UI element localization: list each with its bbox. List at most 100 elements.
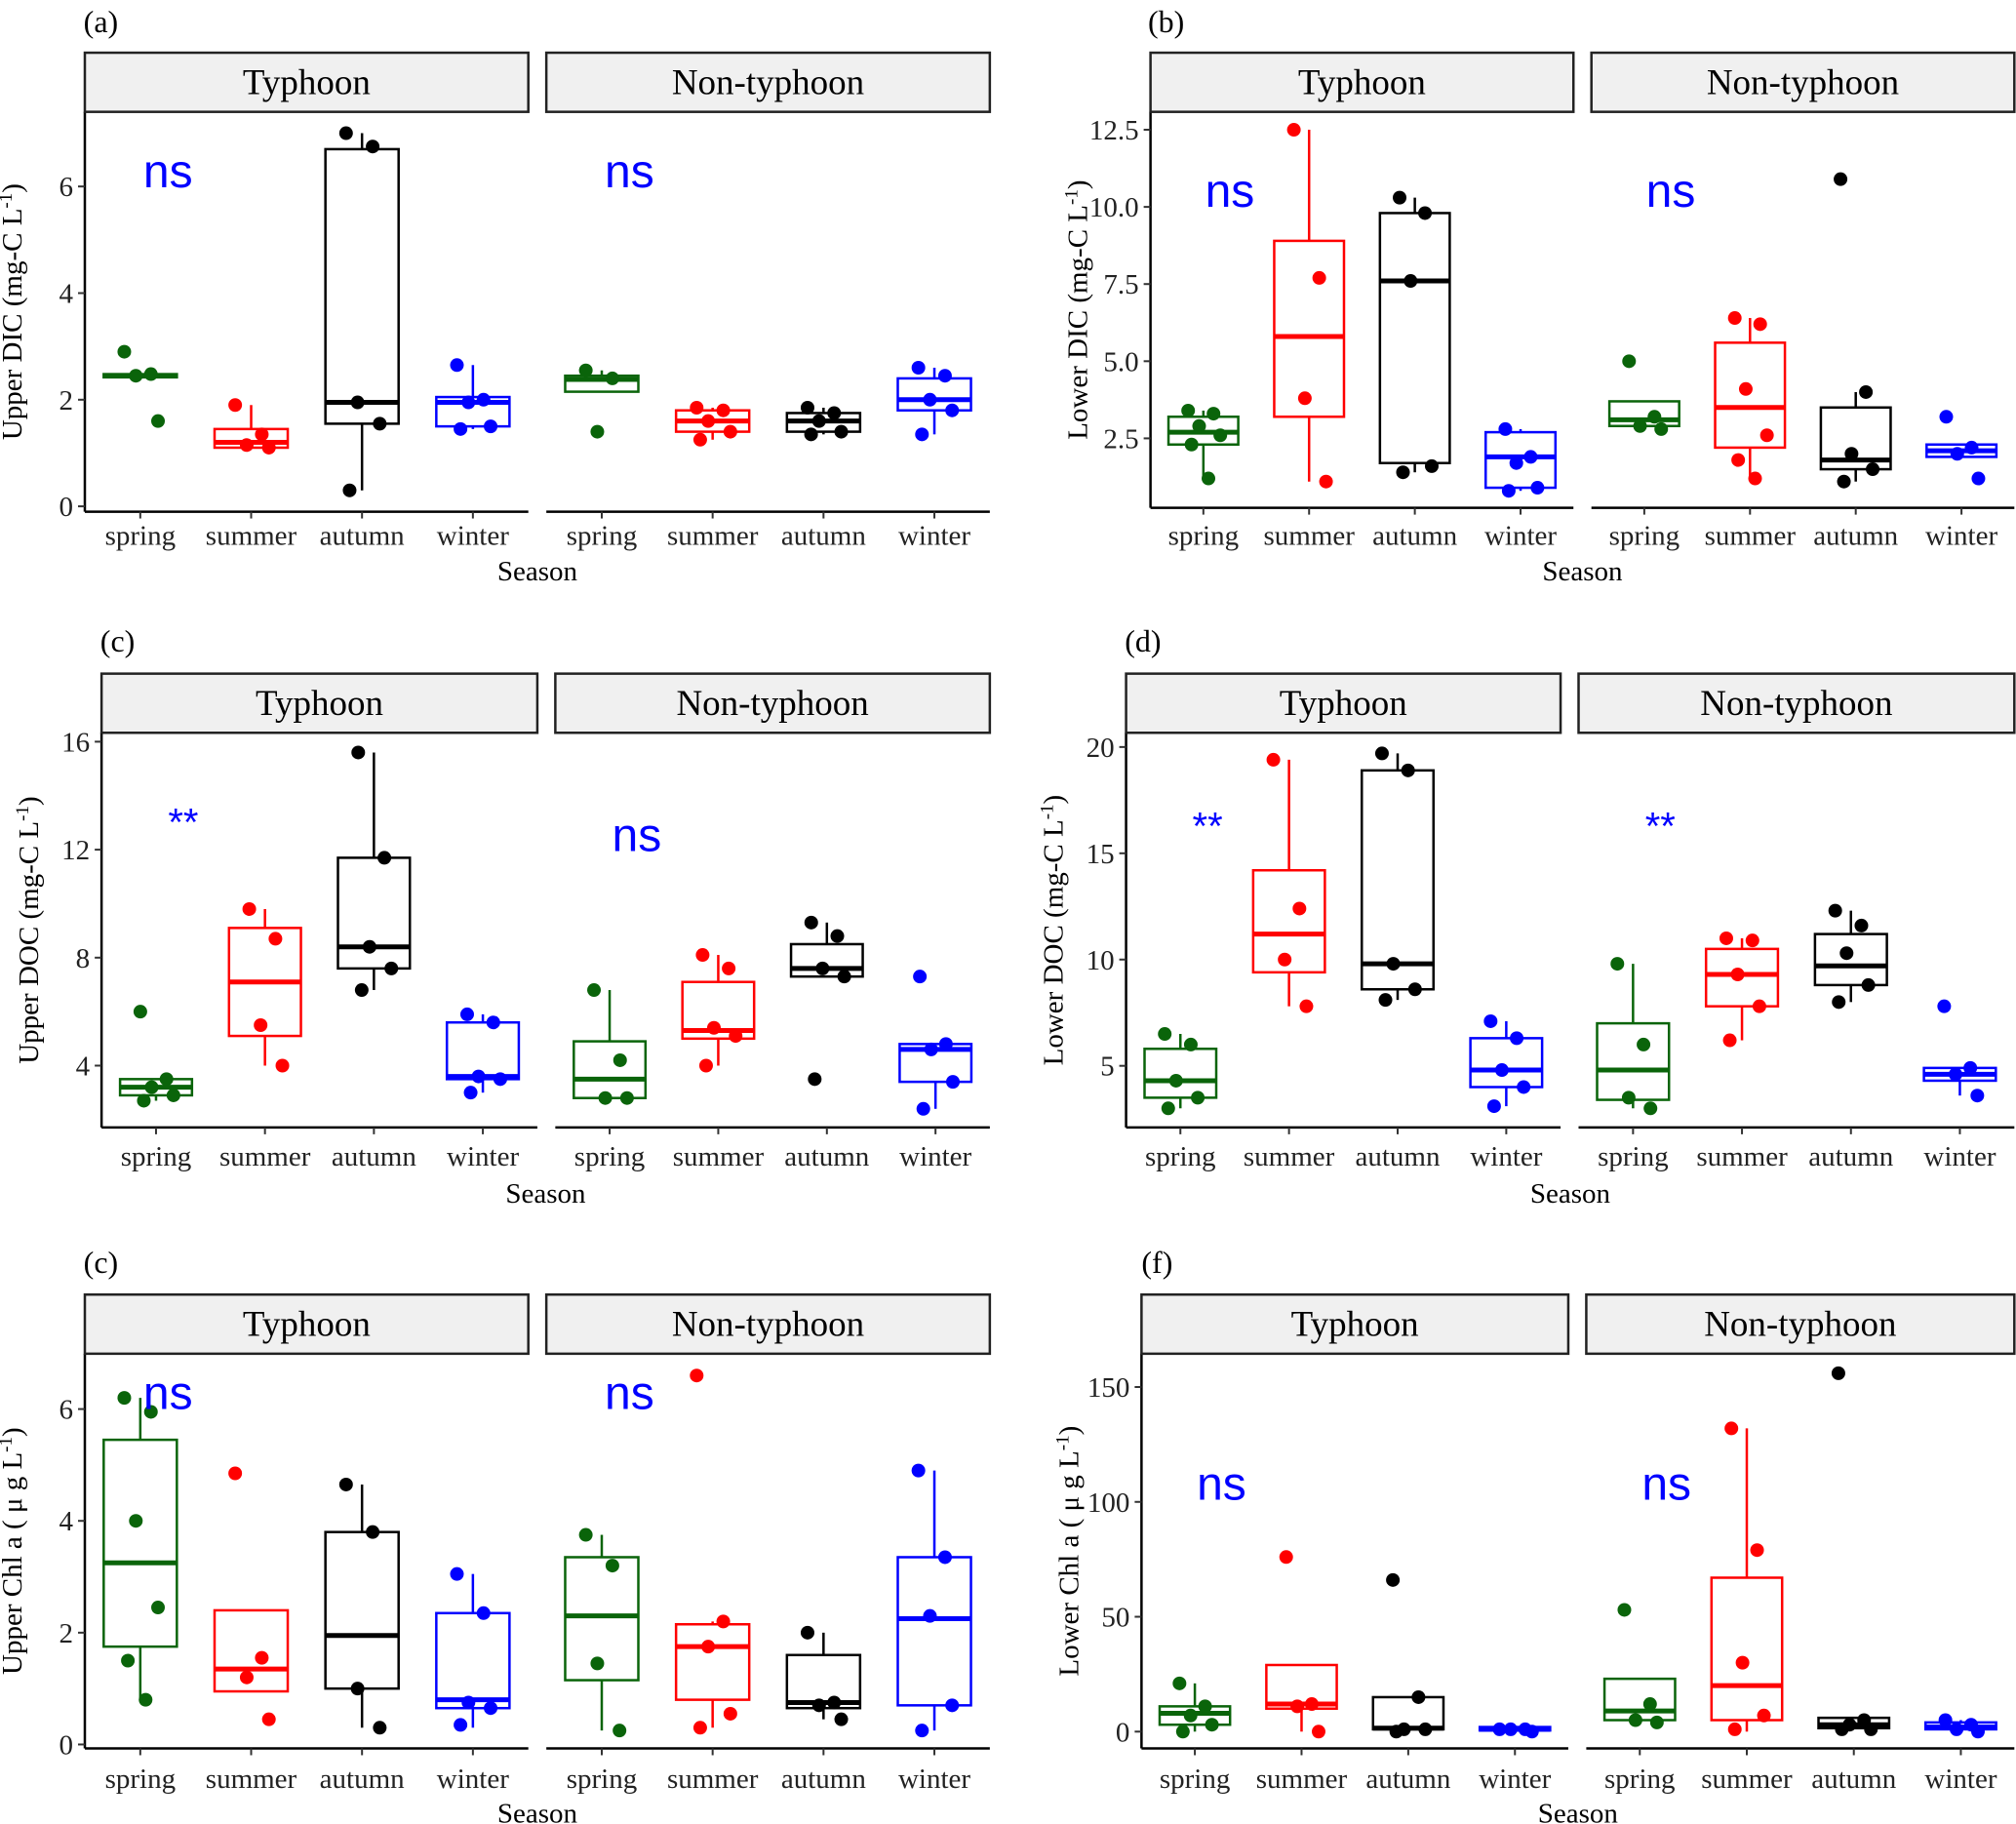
data-point	[1292, 901, 1307, 916]
data-point	[692, 1721, 707, 1735]
data-point	[1523, 450, 1538, 464]
data-point	[800, 1625, 814, 1640]
data-point	[239, 438, 254, 453]
data-point	[1510, 1031, 1524, 1046]
facet-strip-label: Typhoon	[1291, 1305, 1419, 1345]
data-point	[804, 915, 818, 930]
data-point	[1759, 428, 1774, 443]
panel-2: (b) Lower DIC (mg-C L-1) 2.5 5.0 7.5 10.0 12.5…	[1062, 4, 2016, 587]
facet-strip-label: Typhoon	[243, 1305, 371, 1345]
panel-label: (d)	[1125, 623, 1161, 658]
data-point	[166, 1088, 180, 1102]
data-point	[1297, 391, 1312, 406]
data-point	[1828, 903, 1842, 918]
data-point	[800, 400, 814, 415]
facet-strip	[83, 51, 530, 113]
data-point	[1752, 999, 1766, 1013]
data-point	[350, 395, 365, 410]
data-point	[275, 1058, 290, 1073]
facet-strip	[1149, 51, 1575, 113]
x-tick-label: autumn	[1811, 1764, 1896, 1795]
x-tick-label: summer	[1696, 1141, 1788, 1172]
box-iqr	[1360, 769, 1435, 991]
data-point	[461, 1695, 476, 1710]
box-winter	[896, 1463, 972, 1738]
data-point	[1205, 1718, 1219, 1732]
data-point	[1524, 1725, 1539, 1739]
data-point	[463, 1086, 478, 1100]
x-tick-label: autumn	[1808, 1141, 1893, 1172]
data-point	[722, 961, 736, 975]
x-tick-label: winter	[898, 1764, 970, 1795]
y-tick-label: 7.5	[1103, 269, 1138, 300]
data-point	[1757, 1708, 1771, 1723]
data-point	[1738, 381, 1753, 396]
box-summer	[213, 1466, 290, 1726]
data-point	[1617, 1603, 1632, 1617]
panel-4: (d) Lower DOC (mg-C L-1) 5 10 15 20 Typhoon spr…	[1038, 623, 2016, 1209]
data-point	[1530, 481, 1545, 496]
x-tick-label: winter	[898, 520, 970, 551]
data-point	[1654, 421, 1669, 436]
x-tick-label: summer	[1705, 520, 1797, 551]
x-tick-label: summer	[1263, 520, 1355, 551]
panel-label: (b)	[1148, 4, 1184, 39]
data-point	[923, 1608, 937, 1623]
y-tick-label: 2.5	[1103, 423, 1138, 455]
data-point	[924, 1042, 938, 1056]
box-winter	[1478, 1722, 1552, 1739]
y-axis-title: Upper DIC (mg-C L-1)	[0, 183, 28, 440]
box-winter	[896, 361, 972, 442]
y-axis-title: Upper DOC (mg-C L-1)	[13, 796, 45, 1063]
data-point	[138, 1692, 153, 1707]
y-tick-label: 8	[76, 943, 91, 974]
data-point	[254, 1017, 268, 1032]
box-autumn	[1819, 172, 1892, 489]
y-tick-label: 6	[59, 1395, 73, 1426]
data-point	[1311, 1725, 1325, 1739]
data-point	[268, 932, 283, 946]
data-point	[1286, 123, 1301, 138]
box-spring	[1607, 354, 1680, 436]
box-iqr	[1813, 932, 1888, 987]
data-point	[923, 392, 937, 407]
data-point	[1730, 968, 1745, 982]
data-point	[1517, 1080, 1531, 1094]
data-point	[373, 416, 387, 431]
data-point	[729, 1029, 743, 1044]
x-tick-label: autumn	[784, 1141, 869, 1172]
data-point	[129, 1514, 143, 1528]
facet-strip-label: Non-typhoon	[1700, 684, 1892, 724]
data-point	[476, 392, 491, 407]
data-point	[834, 424, 849, 439]
data-point	[143, 367, 158, 381]
data-point	[384, 961, 399, 975]
data-point	[1859, 384, 1874, 399]
facet-strip-label: Non-typhoon	[672, 1305, 864, 1345]
x-tick-label: spring	[1598, 1141, 1669, 1172]
data-point	[605, 1559, 619, 1573]
facet-strip-label: Non-typhoon	[1707, 62, 1899, 102]
data-point	[1202, 471, 1216, 486]
box-spring	[102, 344, 178, 428]
facet-non-typhoon: Non-typhoon spring summer autumn winter ns	[544, 51, 992, 551]
data-point	[450, 1566, 464, 1581]
data-point	[701, 1640, 716, 1654]
y-tick-label: 5	[1100, 1051, 1115, 1083]
x-tick-label: winter	[1484, 520, 1557, 551]
data-point	[1610, 957, 1625, 971]
data-point	[133, 1005, 147, 1019]
data-point	[1389, 1725, 1403, 1739]
x-tick-label: autumn	[320, 1764, 405, 1795]
x-tick-label: spring	[121, 1141, 192, 1172]
data-point	[1633, 418, 1647, 433]
x-tick-label: summer	[1701, 1764, 1793, 1795]
data-point	[1418, 1722, 1433, 1736]
data-point	[1213, 428, 1228, 443]
data-point	[1835, 1722, 1849, 1736]
panel-6: (f) Lower Chl a ( μ g L-1) 0 50 100 150 Typhoo…	[1052, 1245, 2016, 1824]
data-point	[1386, 1572, 1401, 1587]
data-point	[366, 1525, 380, 1539]
y-axis-title-end: )	[0, 1427, 28, 1437]
y-tick-label: 4	[59, 278, 73, 309]
